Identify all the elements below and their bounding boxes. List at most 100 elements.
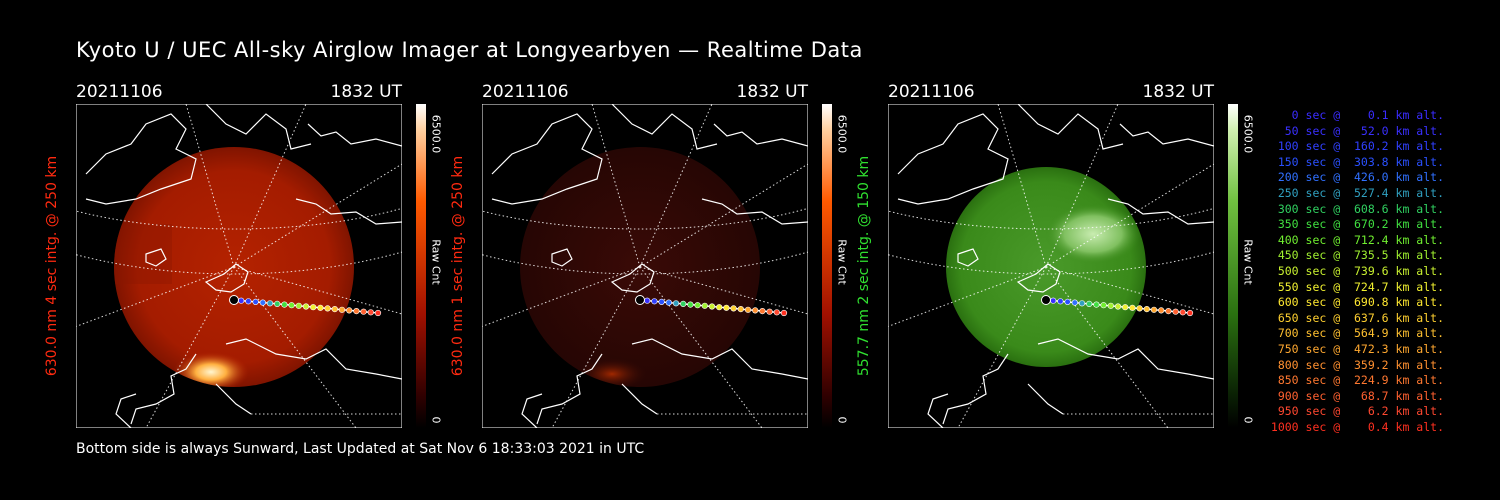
trajectory-point	[1093, 301, 1100, 308]
legend-item: 650 sec @ 637.6 km alt.	[1270, 310, 1444, 325]
trajectory-point	[1158, 307, 1165, 314]
trajectory-point	[1186, 309, 1194, 317]
trajectory-point	[346, 307, 353, 314]
trajectory-point	[651, 298, 658, 305]
colorbar	[822, 104, 832, 428]
trajectory-point	[1107, 302, 1114, 309]
trajectory-point	[281, 301, 288, 308]
trajectory-point	[658, 298, 665, 305]
trajectory-point	[644, 297, 651, 304]
trajectory-point	[1071, 299, 1078, 306]
trajectory-point	[1179, 309, 1186, 316]
panel-630nm-1sec: 20211106 1832 UT 630.0 nm 1 sec intg. @ …	[450, 82, 862, 432]
legend-item: 100 sec @ 160.2 km alt.	[1270, 139, 1444, 154]
trajectory-point	[302, 303, 310, 310]
legend-item: 950 sec @ 6.2 km alt.	[1270, 404, 1444, 419]
colorbar-unit: Raw Cnt	[835, 239, 849, 285]
trajectory	[1041, 295, 1194, 317]
trajectory-point	[1064, 298, 1071, 305]
trajectory-point	[672, 300, 680, 307]
aurora-glow	[1045, 204, 1141, 264]
panel-date: 20211106	[76, 82, 163, 102]
trajectory-point	[752, 307, 759, 314]
legend-item: 800 sec @ 359.2 km alt.	[1270, 357, 1444, 372]
legend-item: 900 sec @ 68.7 km alt.	[1270, 388, 1444, 403]
trajectory-point	[338, 306, 346, 313]
panel-time: 1832 UT	[736, 82, 809, 102]
legend-item: 250 sec @ 527.4 km alt.	[1270, 185, 1444, 200]
trajectory-point	[716, 304, 723, 311]
colorbar-unit: Raw Cnt	[429, 239, 443, 285]
trajectory-point	[780, 309, 788, 317]
coastlines	[491, 104, 808, 428]
trajectory-point	[252, 298, 259, 305]
trajectory-point	[680, 300, 687, 307]
allsky-image	[76, 104, 402, 428]
trajectory-point	[730, 305, 737, 312]
colorbar-min: 0	[835, 416, 849, 424]
trajectory-point	[1050, 297, 1057, 304]
trajectory-point	[367, 309, 374, 316]
allsky-image	[888, 104, 1214, 428]
trajectory-point	[708, 303, 716, 310]
trajectory-point	[1165, 308, 1172, 315]
trajectory-point	[1114, 303, 1122, 310]
trajectory-point	[317, 304, 324, 311]
panel-557nm-2sec: 20211106 1832 UT 557.7 nm 2 sec intg. @ …	[856, 82, 1268, 432]
panel-ylabel-text: 630.0 nm 4 sec intg. @ 250 km	[44, 155, 60, 377]
coastlines	[85, 104, 402, 428]
station-marker	[229, 295, 239, 305]
panel-ylabel: 557.7 nm 2 sec intg. @ 150 km	[852, 104, 876, 428]
legend-item: 400 sec @ 712.4 km alt.	[1270, 232, 1444, 247]
legend-item: 450 sec @ 735.5 km alt.	[1270, 248, 1444, 263]
trajectory-point	[245, 298, 252, 305]
panel-time: 1832 UT	[330, 82, 403, 102]
trajectory-point	[744, 306, 752, 313]
trajectory-point	[1086, 300, 1093, 307]
trajectory-point	[773, 309, 780, 316]
station-marker	[1041, 295, 1051, 305]
legend-item: 300 sec @ 608.6 km alt.	[1270, 201, 1444, 216]
trajectory-point	[1172, 308, 1179, 315]
panel-630nm-4sec: 20211106 1832 UT 630.0 nm 4 sec intg. @ …	[44, 82, 456, 432]
footer-note: Bottom side is always Sunward, Last Upda…	[76, 441, 645, 457]
altitude-legend: 0 sec @ 0.1 km alt. 50 sec @ 52.0 km alt…	[1254, 108, 1444, 435]
panel-ylabel-text: 557.7 nm 2 sec intg. @ 150 km	[856, 155, 872, 377]
trajectory-point	[1057, 298, 1064, 305]
panel-ylabel-text: 630.0 nm 1 sec intg. @ 250 km	[450, 155, 466, 377]
colorbar-max: 6500.0	[835, 114, 849, 154]
panel-date: 20211106	[482, 82, 569, 102]
coastlines	[897, 104, 1214, 428]
allsky-image	[482, 104, 808, 428]
page-title: Kyoto U / UEC All-sky Airglow Imager at …	[76, 38, 863, 62]
legend-item: 700 sec @ 564.9 km alt.	[1270, 326, 1444, 341]
legend-item: 200 sec @ 426.0 km alt.	[1270, 170, 1444, 185]
trajectory-point	[331, 306, 338, 313]
trajectory-point	[1136, 305, 1143, 312]
trajectory	[229, 295, 382, 317]
trajectory-point	[723, 304, 730, 311]
legend-item: 0 sec @ 0.1 km alt.	[1270, 108, 1444, 122]
trajectory-point	[360, 308, 367, 315]
panel-time: 1832 UT	[1142, 82, 1215, 102]
trajectory-point	[324, 305, 331, 312]
trajectory-point	[238, 297, 245, 304]
legend-item: 50 sec @ 52.0 km alt.	[1270, 123, 1444, 138]
trajectory-point	[1129, 304, 1136, 311]
trajectory-point	[353, 308, 360, 315]
trajectory-point	[665, 299, 672, 306]
trajectory	[635, 295, 788, 317]
panel-date: 20211106	[888, 82, 975, 102]
legend-item: 1000 sec @ 0.4 km alt.	[1270, 419, 1444, 434]
station-marker	[635, 295, 645, 305]
trajectory-point	[295, 302, 302, 309]
colorbar	[1228, 104, 1238, 428]
legend-item: 600 sec @ 690.8 km alt.	[1270, 295, 1444, 310]
trajectory-point	[1143, 306, 1150, 313]
legend-item: 150 sec @ 303.8 km alt.	[1270, 154, 1444, 169]
trajectory-point	[694, 302, 701, 309]
legend-item: 850 sec @ 224.9 km alt.	[1270, 373, 1444, 388]
trajectory-point	[266, 300, 274, 307]
panel-ylabel: 630.0 nm 1 sec intg. @ 250 km	[446, 104, 470, 428]
trajectory-point	[766, 308, 773, 315]
